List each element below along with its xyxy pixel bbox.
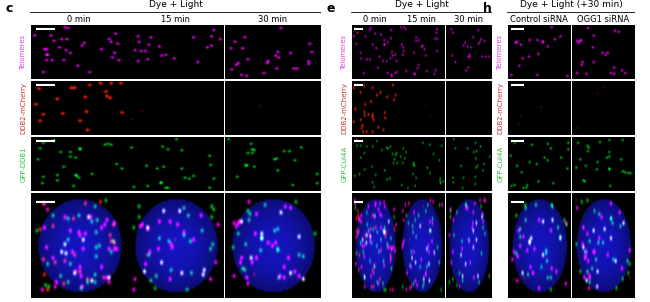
Text: Dye + Light: Dye + Light — [149, 0, 202, 9]
Text: GFP-DDB1: GFP-DDB1 — [21, 146, 27, 182]
Text: 15 min: 15 min — [407, 14, 436, 24]
Text: Dye + Light (+30 min): Dye + Light (+30 min) — [519, 0, 623, 9]
Text: Merge: Merge — [21, 235, 27, 256]
Text: Dye + Light: Dye + Light — [395, 0, 448, 9]
Text: Merge: Merge — [341, 235, 348, 256]
Text: DDB2-mCherry: DDB2-mCherry — [21, 82, 27, 134]
Text: Merge: Merge — [497, 235, 504, 256]
Text: 30 min: 30 min — [454, 14, 483, 24]
Text: c: c — [6, 2, 13, 14]
Text: 0 min: 0 min — [66, 14, 90, 24]
Text: e: e — [326, 2, 335, 14]
Text: h: h — [482, 2, 491, 14]
Text: Telomeres: Telomeres — [21, 34, 27, 69]
Text: GFP-Cul4A: GFP-Cul4A — [341, 146, 348, 182]
Text: 30 min: 30 min — [258, 14, 287, 24]
Text: Telomeres: Telomeres — [341, 34, 348, 69]
Text: OGG1 siRNA: OGG1 siRNA — [577, 14, 629, 24]
Text: 0 min: 0 min — [363, 14, 386, 24]
Text: DDB2-mCherry: DDB2-mCherry — [341, 82, 348, 134]
Text: 15 min: 15 min — [161, 14, 190, 24]
Text: Telomeres: Telomeres — [497, 34, 504, 69]
Text: Control siRNA: Control siRNA — [510, 14, 568, 24]
Text: GFP-Cul4A: GFP-Cul4A — [497, 146, 504, 182]
Text: DDB2-mCherry: DDB2-mCherry — [497, 82, 504, 134]
